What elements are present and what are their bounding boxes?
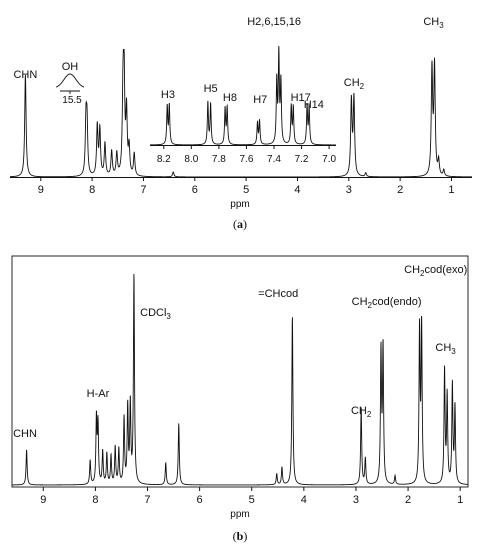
panel-b-peak-label: CH2 <box>351 405 372 419</box>
panel-b-x-label: ppm <box>230 509 249 520</box>
panel-b-peak-label: CHN <box>13 428 37 440</box>
oh-inset: OH 15.5 <box>55 61 85 106</box>
aromatic-inset-peak-label: H5 <box>204 83 218 95</box>
oh-inset-tick-label: 15.5 <box>62 95 82 106</box>
panel-b-peak-label: H-Ar <box>87 388 110 400</box>
aromatic-inset-tick-label: 7.0 <box>322 154 336 165</box>
aromatic-inset-tick-label: 7.2 <box>295 154 309 165</box>
panel-a-tick-label: 4 <box>294 184 300 196</box>
oh-inset-curve <box>55 73 85 88</box>
panel-b-tick-label: 2 <box>405 494 411 506</box>
panel-b-tick-label: 9 <box>40 494 46 506</box>
panel-b-peak-label: CH2cod(endo) <box>352 296 422 310</box>
aromatic-inset-peak-label: H7 <box>253 94 267 106</box>
panel-b-spectrum-line <box>12 274 469 486</box>
panel-b-spectrum: 9 8 7 6 5 4 3 2 1 CHN H-Ar CDCl3 =CHcod CH2 CH2cod(en… <box>11 255 469 543</box>
panel-b-tick-label: 8 <box>92 494 98 506</box>
panel-b-caption: (b) <box>233 529 248 543</box>
aromatic-inset-x-ticks: 8.2 8.0 7.8 7.6 7.4 7.2 7.0 <box>157 145 336 165</box>
panel-a-spectrum-line <box>9 49 472 178</box>
aromatic-inset: 8.2 8.0 7.8 7.6 7.4 7.2 7.0 H3 H5 H8 H7 H2,6,15,16… <box>150 16 336 165</box>
panel-a-x-label: ppm <box>230 199 249 210</box>
panel-a-peak-label: CH2 <box>344 77 365 91</box>
panel-a-tick-label: 3 <box>346 184 352 196</box>
panel-b-peak-label: CDCl3 <box>140 307 171 321</box>
panel-a-peak-label: CHN <box>13 69 37 81</box>
panel-b-tick-label: 4 <box>301 494 307 506</box>
panel-b-tick-label: 6 <box>197 494 203 506</box>
panel-a-tick-label: 2 <box>397 184 403 196</box>
panel-a-tick-label: 7 <box>140 184 146 196</box>
panel-a-x-ticks: 9 8 7 6 5 4 3 2 1 <box>38 177 455 196</box>
aromatic-inset-peak-label: H8 <box>223 92 237 104</box>
aromatic-inset-spectrum-line <box>150 45 336 146</box>
panel-b-tick-label: 1 <box>457 494 463 506</box>
panel-b-peak-label: =CHcod <box>258 288 298 300</box>
aromatic-inset-tick-label: 7.8 <box>212 154 226 165</box>
panel-a-tick-label: 1 <box>448 184 454 196</box>
panel-a-caption: (a) <box>233 217 247 231</box>
panel-b-tick-label: 3 <box>353 494 359 506</box>
panel-a-tick-label: 9 <box>38 184 44 196</box>
panel-b-tick-label: 7 <box>144 494 150 506</box>
aromatic-inset-peak-label: H2,6,15,16 <box>247 16 301 28</box>
panel-b-peak-label: CH3 <box>435 342 456 356</box>
aromatic-inset-tick-label: 8.0 <box>184 154 198 165</box>
oh-inset-label: OH <box>62 61 79 73</box>
panel-b-peak-label: CH2cod(exo) <box>404 264 467 278</box>
panel-a-peak-labels: CHN CH2 CH3 <box>13 16 444 91</box>
panel-b-x-ticks: 9 8 7 6 5 4 3 2 1 <box>40 487 463 506</box>
panel-a-tick-label: 5 <box>243 184 249 196</box>
aromatic-inset-peak-label: H17 <box>291 92 311 104</box>
panel-b-frame <box>11 255 469 488</box>
aromatic-inset-peak-label: H3 <box>161 89 175 101</box>
panel-b-peak-labels: CHN H-Ar CDCl3 =CHcod CH2 CH2cod(endo) CH2cod(… <box>13 264 467 440</box>
aromatic-inset-tick-label: 7.4 <box>267 154 281 165</box>
aromatic-inset-tick-label: 8.2 <box>157 154 171 165</box>
aromatic-inset-peak-label: H14 <box>304 99 324 111</box>
aromatic-inset-tick-label: 7.6 <box>239 154 253 165</box>
panel-a-peak-label: CH3 <box>423 16 444 30</box>
panel-a-tick-label: 6 <box>192 184 198 196</box>
panel-a-tick-label: 8 <box>89 184 95 196</box>
panel-b-tick-label: 5 <box>249 494 255 506</box>
